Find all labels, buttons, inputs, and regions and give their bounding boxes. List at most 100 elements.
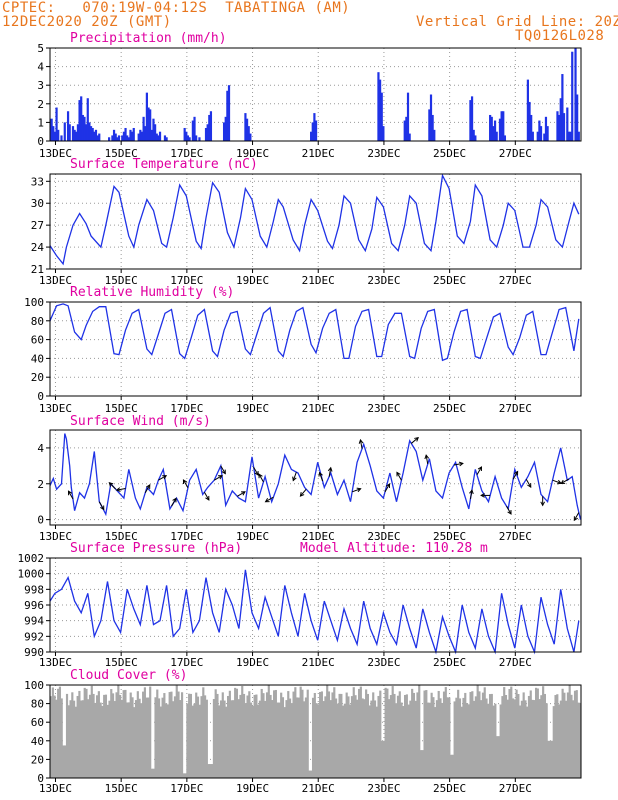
- wind-arrow-head: [292, 476, 297, 482]
- cloud-bar: [579, 702, 582, 778]
- cloud-bar: [196, 696, 200, 778]
- cloud-bar: [382, 740, 385, 778]
- x-tick-label: 23DEC: [367, 274, 400, 287]
- wind-arrow-head: [477, 466, 483, 472]
- cloud-bar: [182, 773, 185, 778]
- precip-bar: [571, 51, 574, 141]
- cloud-bar: [62, 745, 65, 778]
- wind-arrow: [525, 479, 532, 488]
- cloud-bar: [533, 700, 536, 778]
- precip-bar: [88, 122, 91, 141]
- precip-bar: [558, 114, 561, 141]
- cloud-bar: [379, 690, 382, 778]
- precip-bar: [114, 133, 117, 141]
- y-tick-label: 2: [37, 478, 44, 491]
- precip-bar: [116, 137, 119, 141]
- cloud-bar: [83, 687, 86, 778]
- precip-bar: [576, 94, 579, 141]
- cloud-bar: [251, 705, 254, 778]
- wind-arrow-head: [264, 498, 270, 503]
- cloud-bar: [492, 705, 495, 778]
- precip-bar: [539, 126, 543, 141]
- precip-bar: [562, 113, 566, 141]
- y-tick-label: 33: [31, 175, 44, 188]
- cloud-bar: [228, 690, 231, 778]
- wind-arrow: [116, 488, 126, 491]
- cloud-bar: [465, 703, 469, 778]
- precip-bar: [85, 124, 88, 141]
- cloud-bar: [503, 687, 506, 778]
- cloud-bar: [568, 685, 571, 778]
- cloud-bar: [458, 698, 462, 778]
- precip-bar: [566, 107, 569, 141]
- cloud-bar: [281, 697, 285, 778]
- x-tick-label: 27DEC: [499, 782, 532, 795]
- x-tick-label: 25DEC: [433, 147, 466, 160]
- cloud-bar: [322, 701, 325, 778]
- precip-bar: [380, 92, 383, 141]
- y-tick-label: 40: [31, 735, 44, 748]
- cloud-bar: [517, 694, 520, 778]
- precip-bar: [431, 114, 434, 141]
- wind-arrow-head: [396, 471, 401, 477]
- cloud-bar: [269, 694, 272, 778]
- precip-bar: [50, 118, 53, 141]
- cloud-bar: [97, 691, 100, 778]
- wind-arrow-head: [358, 438, 364, 444]
- cloud-bar: [572, 700, 575, 778]
- y-tick-label: 4: [37, 442, 44, 455]
- wind-arrow-head: [327, 466, 333, 472]
- cloud-bar: [301, 689, 304, 778]
- cloud-bar: [221, 692, 224, 778]
- panel-2: 0 20 40 60 80 100 13DEC 15DEC 17DEC 19DEC 21DEC 23D…: [24, 285, 582, 415]
- cloud-bar: [310, 770, 313, 778]
- y-tick-label: 24: [31, 241, 45, 254]
- cloud-bar: [573, 690, 577, 778]
- y-tick-label: 27: [31, 219, 44, 232]
- panel-title: Relative Humidity (%): [70, 285, 234, 300]
- precip-bar: [245, 118, 249, 141]
- precip-bar: [561, 74, 564, 141]
- cloud-bar: [389, 695, 393, 778]
- cloud-bar: [292, 691, 295, 778]
- wind-arrow-head: [100, 505, 105, 511]
- cloud-bar: [457, 689, 460, 778]
- wind-arrow: [453, 462, 463, 466]
- cloud-bar: [143, 687, 146, 778]
- precip-bar: [226, 90, 229, 141]
- cloud-bar: [150, 768, 154, 778]
- cloud-bar: [274, 689, 277, 778]
- precip-bar: [163, 135, 167, 141]
- wind-arrow-head: [241, 491, 246, 496]
- cloud-bar: [522, 692, 525, 778]
- cloud-bar: [430, 692, 433, 778]
- precip-bar: [222, 122, 226, 141]
- cloud-bar: [180, 692, 184, 778]
- cloud-bar: [504, 694, 508, 778]
- wind-arrow-head: [540, 501, 546, 507]
- precip-bar: [108, 137, 111, 141]
- cloud-bar: [520, 700, 523, 778]
- precip-bar: [83, 116, 86, 141]
- precip-bar: [544, 116, 548, 141]
- wind-arrow-head: [146, 484, 151, 489]
- x-tick-label: 17DEC: [170, 147, 203, 160]
- cloud-bar: [446, 697, 449, 778]
- cloud-bar: [524, 700, 527, 778]
- cloud-bar: [554, 695, 557, 778]
- precip-bar: [227, 85, 231, 141]
- y-tick-label: 1000: [18, 568, 45, 581]
- x-tick-label: 13DEC: [39, 782, 72, 795]
- wind-arrow-head: [507, 509, 512, 515]
- wind-arrow-head: [162, 475, 168, 480]
- cloud-bar: [531, 699, 534, 778]
- x-tick-label: 15DEC: [105, 147, 138, 160]
- precip-bar: [498, 118, 502, 141]
- cloud-bar: [324, 696, 327, 778]
- cloud-bar: [506, 699, 509, 778]
- cloud-bar: [149, 686, 152, 778]
- cloud-bar: [442, 691, 446, 778]
- cloud-bar: [214, 689, 217, 778]
- cloud-bar: [471, 691, 474, 778]
- cloud-bar: [50, 696, 53, 778]
